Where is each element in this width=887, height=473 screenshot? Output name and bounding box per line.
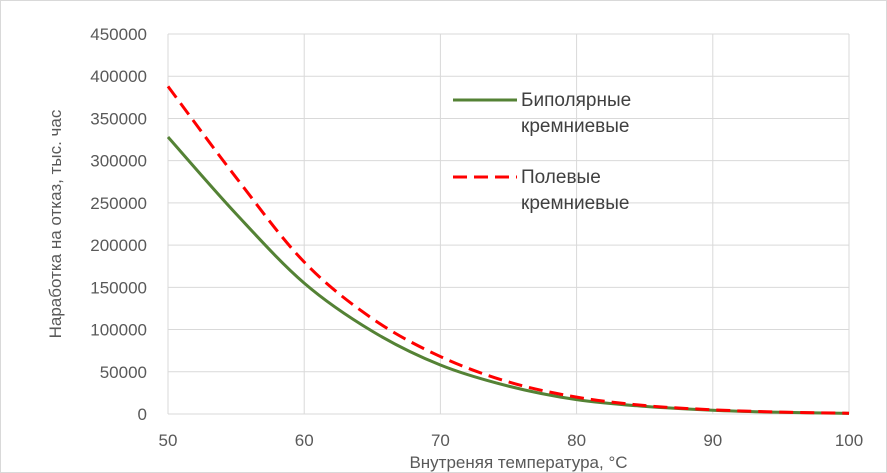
legend-label-2: Полевые <box>521 167 601 188</box>
legend: Биполярные кремниевые Полевые кремниевые <box>453 90 631 214</box>
legend-label-1: Биполярные <box>521 90 631 111</box>
y-tick-label: 450000 <box>90 25 147 44</box>
x-tick-label: 100 <box>835 431 863 450</box>
x-tick-label: 60 <box>295 431 314 450</box>
y-axis-title: Наработка на отказ, тыс. час <box>46 109 65 338</box>
grid <box>167 33 850 415</box>
series-line-2 <box>166 85 850 415</box>
legend-label-1: кремниевые <box>521 116 630 137</box>
x-tick-labels: 50 60 70 80 90 100 <box>159 431 864 450</box>
y-tick-labels: 0 50000 100000 150000 200000 250000 300000 3500… <box>90 25 147 424</box>
y-tick-label: 350000 <box>90 109 147 128</box>
x-tick-label: 90 <box>703 431 722 450</box>
y-tick-label: 200000 <box>90 236 147 255</box>
x-tick-label: 50 <box>159 431 178 450</box>
x-axis-title: Внутреняя температура, °С <box>409 453 627 472</box>
x-tick-label: 80 <box>567 431 586 450</box>
y-tick-label: 0 <box>138 405 147 424</box>
y-tick-label: 400000 <box>90 67 147 86</box>
x-tick-label: 70 <box>431 431 450 450</box>
y-tick-label: 50000 <box>100 363 147 382</box>
y-tick-label: 150000 <box>90 278 147 297</box>
legend-label-2: кремниевые <box>521 193 630 214</box>
y-tick-label: 300000 <box>90 152 147 171</box>
series-lines <box>166 85 850 415</box>
y-tick-label: 250000 <box>90 194 147 213</box>
y-tick-label: 100000 <box>90 321 147 340</box>
